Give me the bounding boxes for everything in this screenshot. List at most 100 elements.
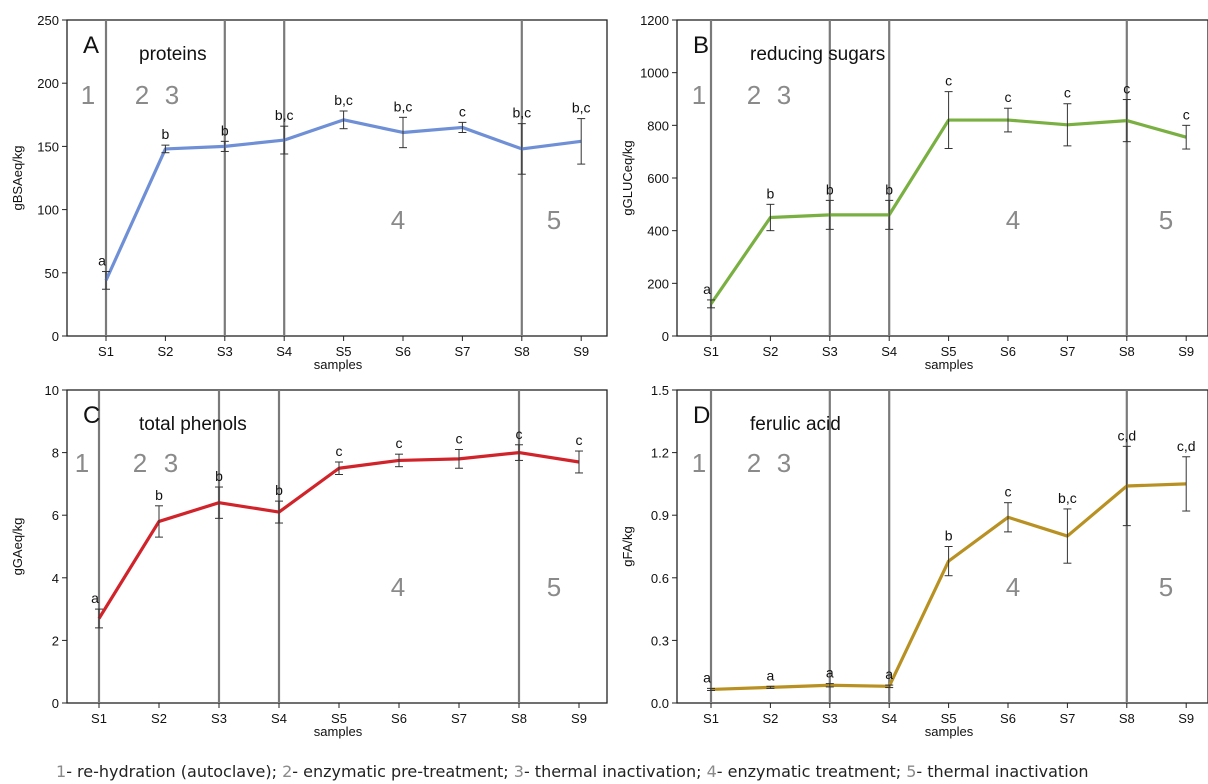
y-axis-title: gGLUCeq/kg <box>620 140 635 215</box>
y-tick-label: 6 <box>52 508 59 523</box>
chart-panel-c: 0 2 4 6 8 10 S1 S2 S3 S4 S5 S6 S7 S8 S9 samples gGAeq/kg… <box>10 383 608 739</box>
x-tick-label: S7 <box>1059 344 1075 359</box>
series-line <box>104 118 582 282</box>
x-tick-label: S5 <box>941 711 957 726</box>
panel-title: ferulic acid <box>750 414 841 435</box>
region-number-label: 5 <box>1159 572 1173 602</box>
region-number-label: 5 <box>547 205 561 235</box>
x-tick-label: S3 <box>822 711 838 726</box>
significance-label: b <box>945 528 953 544</box>
x-tick-label: S3 <box>217 344 233 359</box>
y-tick-label: 1200 <box>640 13 669 28</box>
x-tick-label: S5 <box>941 344 957 359</box>
plot-frame <box>676 389 1208 704</box>
region-number-label: 5 <box>547 572 561 602</box>
significance-label: c <box>516 426 523 442</box>
footer-region-number: 1 <box>56 762 67 781</box>
panel-title: proteins <box>139 44 207 65</box>
x-tick-label: S8 <box>1119 711 1135 726</box>
significance-label: c <box>1005 484 1012 500</box>
significance-label: a <box>767 667 775 683</box>
significance-label: b,c <box>394 98 413 114</box>
region-number-label: 5 <box>1159 205 1173 235</box>
significance-label: a <box>826 665 834 681</box>
significance-label: a <box>703 281 711 297</box>
x-tick-label: S1 <box>703 711 719 726</box>
region-number-label: 1 <box>692 448 706 478</box>
significance-label: b,c <box>1058 490 1077 506</box>
region-number-label: 3 <box>777 448 791 478</box>
x-tick-label: S5 <box>336 344 352 359</box>
x-tick-label: S2 <box>762 344 778 359</box>
chart-panel-d: 0.0 0.3 0.6 0.9 1.2 1.5 S1 S2 S3 S4 S5 S6 S7 S8 S9 samp… <box>620 383 1208 739</box>
x-tick-label: S4 <box>276 344 292 359</box>
significance-label: c,d <box>1177 438 1196 454</box>
x-tick-label: S7 <box>1059 711 1075 726</box>
significance-label: c <box>396 435 403 451</box>
significance-label: b <box>162 126 170 142</box>
footer-region-description: - enzymatic pre-treatment; <box>292 762 514 781</box>
region-number-label: 4 <box>1006 572 1020 602</box>
y-tick-label: 0.3 <box>651 633 669 648</box>
plot-frame <box>66 19 608 337</box>
panel-title: reducing sugars <box>750 44 885 65</box>
significance-label: c <box>1064 85 1071 101</box>
footer-region-description: - thermal inactivation <box>916 762 1089 781</box>
footer-legend: 1- re-hydration (autoclave); 2- enzymati… <box>56 762 1208 781</box>
x-tick-label: S5 <box>331 711 347 726</box>
significance-label: b,c <box>334 92 353 108</box>
significance-label: a <box>91 590 99 606</box>
y-tick-label: 4 <box>52 571 59 586</box>
significance-label: b,c <box>275 107 294 123</box>
footer-region-description: - enzymatic treatment; <box>716 762 907 781</box>
y-axis-title: gGAeq/kg <box>10 518 25 576</box>
x-tick-label: S9 <box>573 344 589 359</box>
panel-letter: D <box>693 402 710 429</box>
x-tick-label: S6 <box>395 344 411 359</box>
panel-letter: B <box>693 32 709 59</box>
x-tick-label: S1 <box>703 344 719 359</box>
y-tick-label: 200 <box>647 276 669 291</box>
significance-label: a <box>885 666 893 682</box>
region-number-label: 4 <box>391 572 405 602</box>
y-tick-label: 100 <box>37 203 59 218</box>
significance-label: a <box>703 669 711 685</box>
y-tick-label: 200 <box>37 76 59 91</box>
x-tick-label: S8 <box>1119 344 1135 359</box>
x-tick-label: S6 <box>391 711 407 726</box>
x-tick-label: S4 <box>881 711 897 726</box>
region-number-label: 3 <box>165 80 179 110</box>
significance-label: b <box>155 487 163 503</box>
x-tick-label: S4 <box>271 711 287 726</box>
region-number-label: 2 <box>135 80 149 110</box>
region-number-label: 2 <box>747 448 761 478</box>
significance-label: c,d <box>1117 427 1136 443</box>
significance-label: b <box>885 181 893 197</box>
y-tick-label: 800 <box>647 118 669 133</box>
footer-region-number: 5 <box>906 762 917 781</box>
region-number-label: 4 <box>391 205 405 235</box>
chart-panel-a: 0 50 100 150 200 250 S1 S2 S3 S4 S5 S6 S7 S8 S9 samples… <box>10 13 608 372</box>
y-tick-label: 600 <box>647 171 669 186</box>
x-tick-label: S2 <box>157 344 173 359</box>
x-tick-label: S2 <box>762 711 778 726</box>
region-number-label: 1 <box>81 80 95 110</box>
x-tick-label: S7 <box>454 344 470 359</box>
y-tick-label: 8 <box>52 446 59 461</box>
x-tick-label: S7 <box>451 711 467 726</box>
significance-label: b <box>215 468 223 484</box>
significance-label: c <box>336 443 343 459</box>
x-tick-label: S9 <box>571 711 587 726</box>
significance-label: b,c <box>512 105 531 121</box>
significance-label: b <box>767 185 775 201</box>
y-axis-title: gBSAeq/kg <box>10 145 25 210</box>
region-number-label: 3 <box>164 448 178 478</box>
significance-label: b <box>826 181 834 197</box>
significance-label: a <box>98 253 106 269</box>
region-number-label: 1 <box>692 80 706 110</box>
significance-label: c <box>456 430 463 446</box>
y-tick-label: 1.2 <box>651 446 669 461</box>
y-tick-label: 0 <box>52 696 59 711</box>
footer-region-description: - thermal inactivation; <box>523 762 707 781</box>
